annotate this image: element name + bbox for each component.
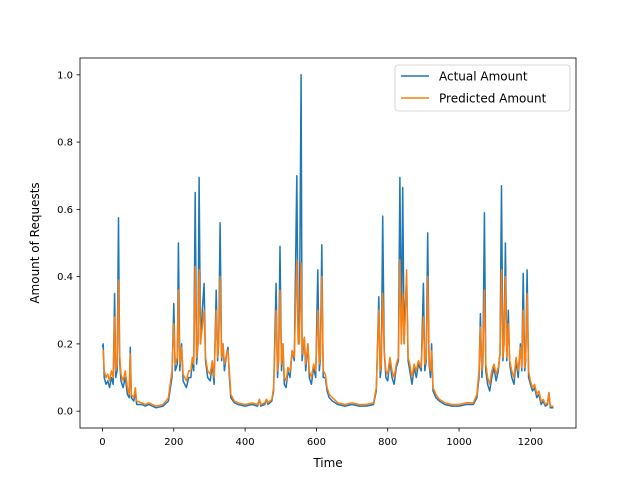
x-axis-ticks: 0 200 400 600 800 1000 1200 xyxy=(99,428,543,448)
x-tick-label: 800 xyxy=(378,437,397,448)
y-tick-label: 0.8 xyxy=(57,138,73,149)
series-layer xyxy=(101,74,554,409)
y-axis-label: Amount of Requests xyxy=(28,182,42,303)
y-tick-label: 0.2 xyxy=(57,339,73,350)
x-tick-label: 1200 xyxy=(518,437,543,448)
x-tick-label: 600 xyxy=(307,437,326,448)
series-line-1 xyxy=(102,259,554,407)
x-tick-label: 1000 xyxy=(446,437,471,448)
y-tick-label: 1.0 xyxy=(57,70,73,81)
x-tick-label: 0 xyxy=(99,437,105,448)
legend-box xyxy=(394,64,571,112)
legend: Actual Amount Predicted Amount xyxy=(394,64,571,112)
x-tick-label: 200 xyxy=(164,437,183,448)
x-axis-label: Time xyxy=(312,456,342,470)
y-axis-ticks: 0.0 0.2 0.4 0.6 0.8 1.0 xyxy=(57,70,80,418)
legend-label-predicted: Predicted Amount xyxy=(439,92,547,106)
y-tick-label: 0.6 xyxy=(57,205,73,216)
series-line-0 xyxy=(101,74,554,409)
axes-frame xyxy=(79,57,577,429)
legend-label-actual: Actual Amount xyxy=(439,70,528,84)
y-tick-label: 0.4 xyxy=(57,272,73,283)
x-tick-label: 400 xyxy=(236,437,255,448)
y-tick-label: 0.0 xyxy=(57,407,73,418)
